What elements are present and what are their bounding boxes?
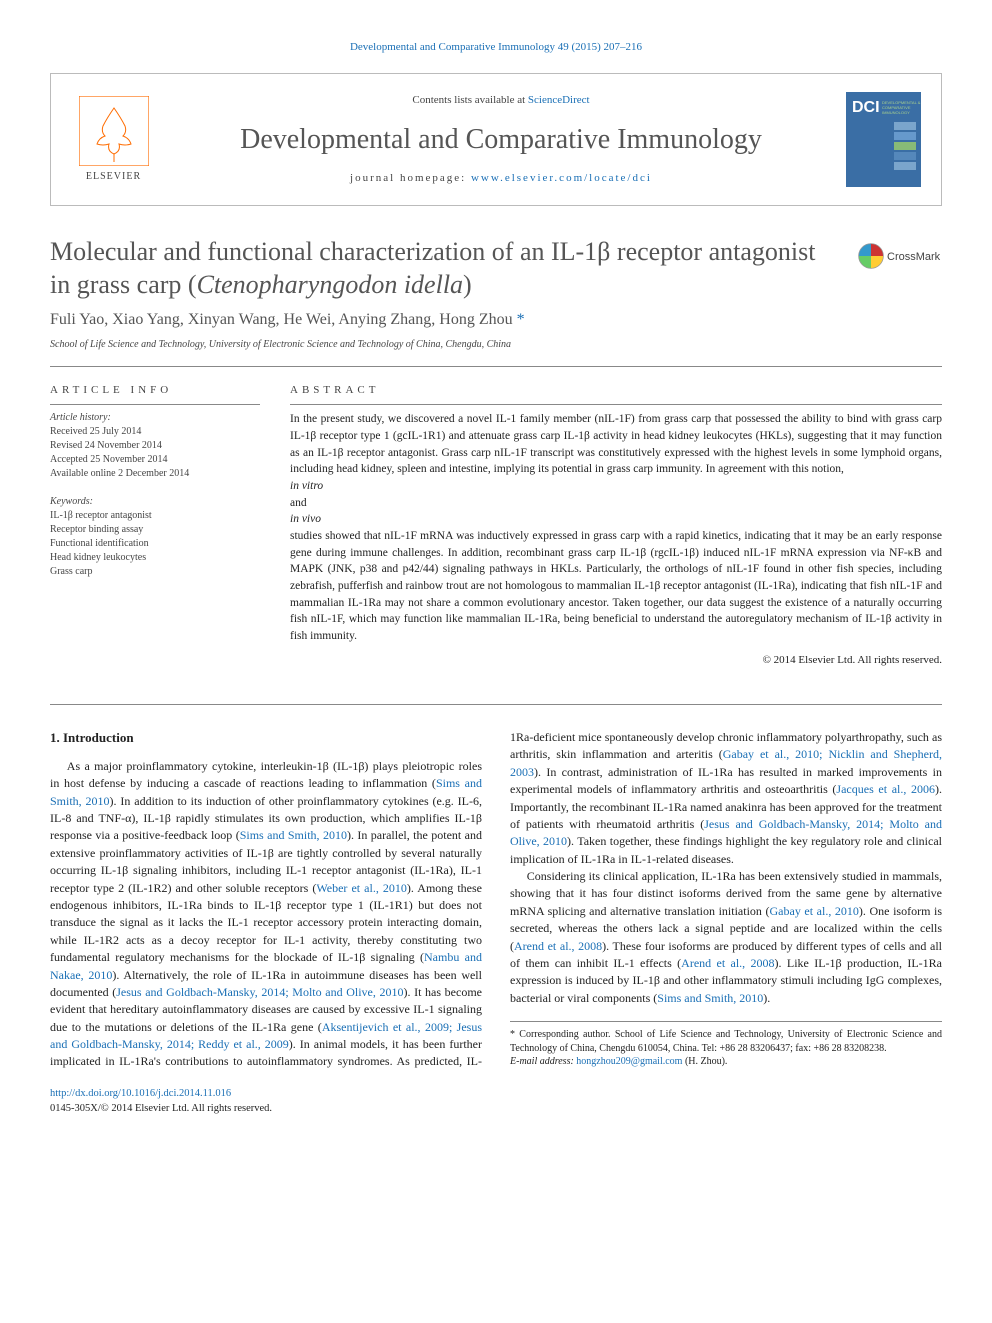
corresponding-footnote: * Corresponding author. School of Life S…	[510, 1028, 942, 1055]
history-item: Revised 24 November 2014	[50, 439, 260, 453]
keyword-item: Receptor binding assay	[50, 523, 260, 537]
contents-line: Contents lists available at ScienceDirec…	[156, 93, 846, 108]
keyword-item: Functional identification	[50, 537, 260, 551]
email-label: E-mail address:	[510, 1056, 576, 1067]
keyword-item: Head kidney leukocytes	[50, 551, 260, 565]
title-post: )	[463, 270, 472, 299]
elsevier-tree-icon	[79, 96, 149, 166]
journal-home-prefix: journal homepage:	[350, 172, 471, 184]
abstract-italic2: in vivo	[290, 511, 942, 528]
email-line: E-mail address: hongzhou209@gmail.com (H…	[510, 1055, 942, 1069]
footer-meta: http://dx.doi.org/10.1016/j.dci.2014.11.…	[50, 1087, 942, 1116]
top-citation-link[interactable]: Developmental and Comparative Immunology…	[350, 41, 642, 53]
article-history-block: Article history: Received 25 July 2014 R…	[50, 404, 260, 481]
abstract-mid1: and	[290, 497, 307, 509]
title-row: Molecular and functional characterizatio…	[50, 236, 942, 301]
keyword-item: IL-1β receptor antagonist	[50, 509, 260, 523]
issn-line: 0145-305X/© 2014 Elsevier Ltd. All right…	[50, 1102, 942, 1117]
journal-cover-badge: DCI DEVELOPMENTAL & COMPARATIVE IMMUNOLO…	[846, 92, 921, 187]
svg-text:CrossMark: CrossMark	[887, 251, 941, 263]
authors: Fuli Yao, Xiao Yang, Xinyan Wang, He Wei…	[50, 309, 942, 331]
article-info-column: ARTICLE INFO Article history: Received 2…	[50, 383, 260, 682]
keyword-item: Grass carp	[50, 565, 260, 579]
journal-name: Developmental and Comparative Immunology	[156, 120, 846, 159]
ref-link[interactable]: Arend et al., 2008	[681, 956, 774, 970]
ref-link[interactable]: Jesus and Goldbach-Mansky, 2014; Molto a…	[116, 985, 403, 999]
title-species: Ctenopharyngodon idella	[197, 270, 463, 299]
journal-home-link[interactable]: www.elsevier.com/locate/dci	[471, 172, 652, 184]
contents-prefix: Contents lists available at	[412, 94, 527, 106]
divider-2	[50, 704, 942, 705]
footnote-block: * Corresponding author. School of Life S…	[510, 1021, 942, 1069]
elsevier-label: ELSEVIER	[86, 170, 141, 184]
ref-link[interactable]: Weber et al., 2010	[316, 881, 407, 895]
text-span: ). Taken together, these findings highli…	[510, 834, 942, 865]
email-post: (H. Zhou).	[682, 1056, 727, 1067]
authors-text: Fuli Yao, Xiao Yang, Xinyan Wang, He Wei…	[50, 311, 517, 328]
abstract-block: In the present study, we discovered a no…	[290, 404, 942, 668]
history-item: Received 25 July 2014	[50, 425, 260, 439]
affiliation: School of Life Science and Technology, U…	[50, 338, 942, 352]
body-columns: 1. Introduction As a major proinflammato…	[50, 729, 942, 1071]
ref-link[interactable]: Gabay et al., 2010	[770, 904, 859, 918]
sciencedirect-link[interactable]: ScienceDirect	[528, 94, 590, 106]
abstract-column: ABSTRACT In the present study, we discov…	[290, 383, 942, 682]
email-link[interactable]: hongzhou209@gmail.com	[576, 1056, 682, 1067]
abstract-post: studies showed that nIL-1F mRNA was indu…	[290, 530, 942, 642]
text-span: As a major proinflammatory cytokine, int…	[50, 759, 482, 790]
abstract-text: In the present study, we discovered a no…	[290, 411, 942, 644]
abstract-copyright: © 2014 Elsevier Ltd. All rights reserved…	[290, 653, 942, 668]
info-abstract-row: ARTICLE INFO Article history: Received 2…	[50, 383, 942, 682]
journal-homepage: journal homepage: www.elsevier.com/locat…	[156, 171, 846, 186]
abstract-pre: In the present study, we discovered a no…	[290, 413, 942, 475]
article-info-label: ARTICLE INFO	[50, 383, 260, 398]
intro-heading: 1. Introduction	[50, 729, 482, 748]
article-title: Molecular and functional characterizatio…	[50, 236, 842, 301]
svg-text:IMMUNOLOGY: IMMUNOLOGY	[882, 110, 910, 115]
abstract-label: ABSTRACT	[290, 383, 942, 398]
intro-p2: Considering its clinical application, IL…	[510, 868, 942, 1007]
elsevier-logo: ELSEVIER	[71, 96, 156, 184]
text-span: ).	[763, 991, 770, 1005]
history-item: Available online 2 December 2014	[50, 467, 260, 481]
corresponding-mark[interactable]: *	[517, 311, 525, 328]
top-citation: Developmental and Comparative Immunology…	[50, 40, 942, 55]
ref-link[interactable]: Jacques et al., 2006	[836, 782, 935, 796]
header-center: Contents lists available at ScienceDirec…	[156, 93, 846, 187]
doi-link[interactable]: http://dx.doi.org/10.1016/j.dci.2014.11.…	[50, 1088, 231, 1099]
history-header: Article history:	[50, 411, 260, 425]
svg-text:DCI: DCI	[852, 99, 880, 116]
keywords-block: Keywords: IL-1β receptor antagonist Rece…	[50, 495, 260, 579]
crossmark-badge[interactable]: CrossMark	[857, 241, 942, 276]
abstract-italic1: in vitro	[290, 478, 942, 495]
journal-header: ELSEVIER Contents lists available at Sci…	[50, 73, 942, 206]
keywords-header: Keywords:	[50, 495, 260, 509]
divider-1	[50, 366, 942, 367]
ref-link[interactable]: Arend et al., 2008	[514, 939, 602, 953]
ref-link[interactable]: Sims and Smith, 2010	[240, 828, 347, 842]
ref-link[interactable]: Sims and Smith, 2010	[657, 991, 763, 1005]
history-item: Accepted 25 November 2014	[50, 453, 260, 467]
